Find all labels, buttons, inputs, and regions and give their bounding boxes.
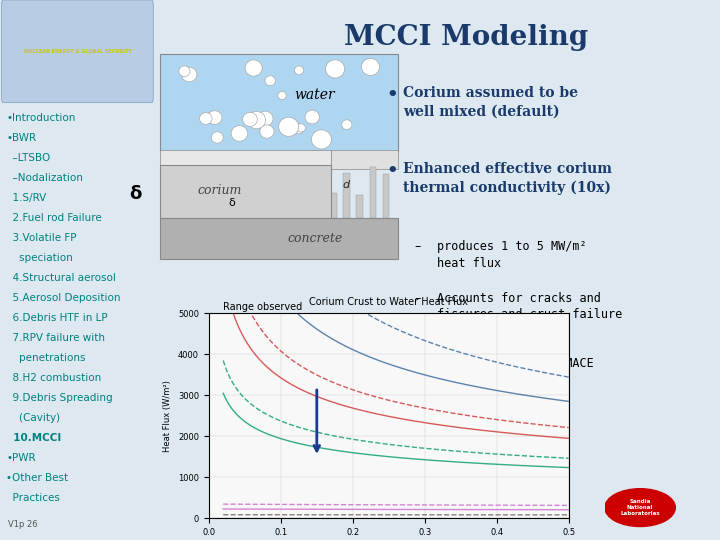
FancyBboxPatch shape (161, 218, 398, 259)
Text: –: – (415, 292, 421, 305)
Text: •Introduction: •Introduction (6, 113, 76, 124)
Circle shape (179, 66, 190, 77)
Circle shape (605, 489, 675, 526)
Circle shape (297, 124, 305, 132)
Text: concrete: concrete (287, 232, 343, 245)
FancyBboxPatch shape (356, 195, 364, 218)
FancyBboxPatch shape (1, 0, 153, 103)
Text: Range observed
In MACE Tests: Range observed In MACE Tests (222, 302, 302, 324)
Text: NUCLEAR ENERGY & GLOBAL SECURITY: NUCLEAR ENERGY & GLOBAL SECURITY (24, 49, 131, 54)
Text: 4.Structural aerosol: 4.Structural aerosol (6, 273, 116, 284)
Text: 1.S/RV: 1.S/RV (6, 193, 47, 204)
Circle shape (199, 112, 212, 125)
Circle shape (294, 66, 304, 75)
FancyBboxPatch shape (161, 151, 331, 169)
Text: δ: δ (129, 185, 141, 202)
Text: penetrations: penetrations (6, 353, 86, 363)
Text: •: • (387, 86, 398, 104)
Circle shape (181, 67, 197, 82)
Text: Sandia
National
Laboratories: Sandia National Laboratories (620, 500, 660, 516)
Circle shape (265, 76, 276, 86)
Text: –: – (415, 240, 421, 253)
Text: 8.H2 combustion: 8.H2 combustion (6, 373, 102, 383)
FancyBboxPatch shape (369, 167, 377, 218)
Circle shape (245, 60, 262, 76)
Text: 5.Aerosol Deposition: 5.Aerosol Deposition (6, 293, 121, 303)
Circle shape (207, 111, 222, 125)
Text: MCCI Modeling: MCCI Modeling (343, 24, 588, 51)
Text: Practices: Practices (6, 493, 60, 503)
FancyBboxPatch shape (161, 54, 398, 152)
Text: –LTSBO: –LTSBO (6, 153, 50, 164)
Circle shape (231, 126, 248, 141)
FancyBboxPatch shape (330, 193, 337, 218)
Circle shape (260, 125, 274, 138)
Circle shape (312, 130, 331, 149)
Text: (Cavity): (Cavity) (6, 413, 60, 423)
Circle shape (248, 111, 266, 129)
Text: water: water (294, 88, 335, 102)
Circle shape (243, 112, 257, 126)
FancyBboxPatch shape (331, 151, 398, 169)
Text: 10.MCCI: 10.MCCI (6, 433, 61, 443)
Text: speciation: speciation (6, 253, 73, 264)
Text: produces 1 to 5 MW/m²
heat flux: produces 1 to 5 MW/m² heat flux (438, 240, 587, 270)
Circle shape (325, 60, 345, 78)
Text: –Nodalization: –Nodalization (6, 173, 83, 184)
Text: 3.Volatile FP: 3.Volatile FP (6, 233, 77, 244)
Text: V1p 26: V1p 26 (8, 520, 37, 529)
FancyBboxPatch shape (382, 174, 390, 218)
Text: 6.Debris HTF in LP: 6.Debris HTF in LP (6, 313, 108, 323)
Text: •Other Best: •Other Best (6, 473, 68, 483)
Text: •BWR: •BWR (6, 133, 36, 144)
Text: corium: corium (197, 184, 242, 197)
Text: •: • (387, 162, 398, 180)
Circle shape (258, 111, 273, 126)
Circle shape (211, 132, 223, 143)
Text: Corium assumed to be
well mixed (default): Corium assumed to be well mixed (default… (403, 86, 578, 119)
Circle shape (342, 120, 352, 130)
Text: •PWR: •PWR (6, 453, 36, 463)
Circle shape (294, 124, 304, 134)
Text: Consistent with
interpretation of MACE
tests: Consistent with interpretation of MACE t… (438, 340, 594, 386)
FancyBboxPatch shape (161, 165, 331, 218)
Y-axis label: Heat Flux (W/m²): Heat Flux (W/m²) (163, 380, 172, 452)
Title: Corium Crust to Water Heat Flux: Corium Crust to Water Heat Flux (310, 297, 468, 307)
Text: 7.RPV failure with: 7.RPV failure with (6, 333, 105, 343)
Circle shape (279, 117, 299, 136)
Text: Accounts for cracks and
fissures and crust failure: Accounts for cracks and fissures and cru… (438, 292, 623, 321)
Circle shape (278, 91, 287, 99)
Text: Enhanced effective corium
thermal conductivity (10x): Enhanced effective corium thermal conduc… (403, 162, 613, 195)
Text: –: – (415, 340, 421, 353)
FancyBboxPatch shape (343, 173, 350, 218)
Text: 9.Debris Spreading: 9.Debris Spreading (6, 393, 113, 403)
Circle shape (305, 110, 320, 124)
Text: 2.Fuel rod Failure: 2.Fuel rod Failure (6, 213, 102, 224)
Circle shape (361, 58, 379, 76)
Text: δ: δ (228, 198, 235, 208)
Text: d: d (342, 180, 349, 190)
